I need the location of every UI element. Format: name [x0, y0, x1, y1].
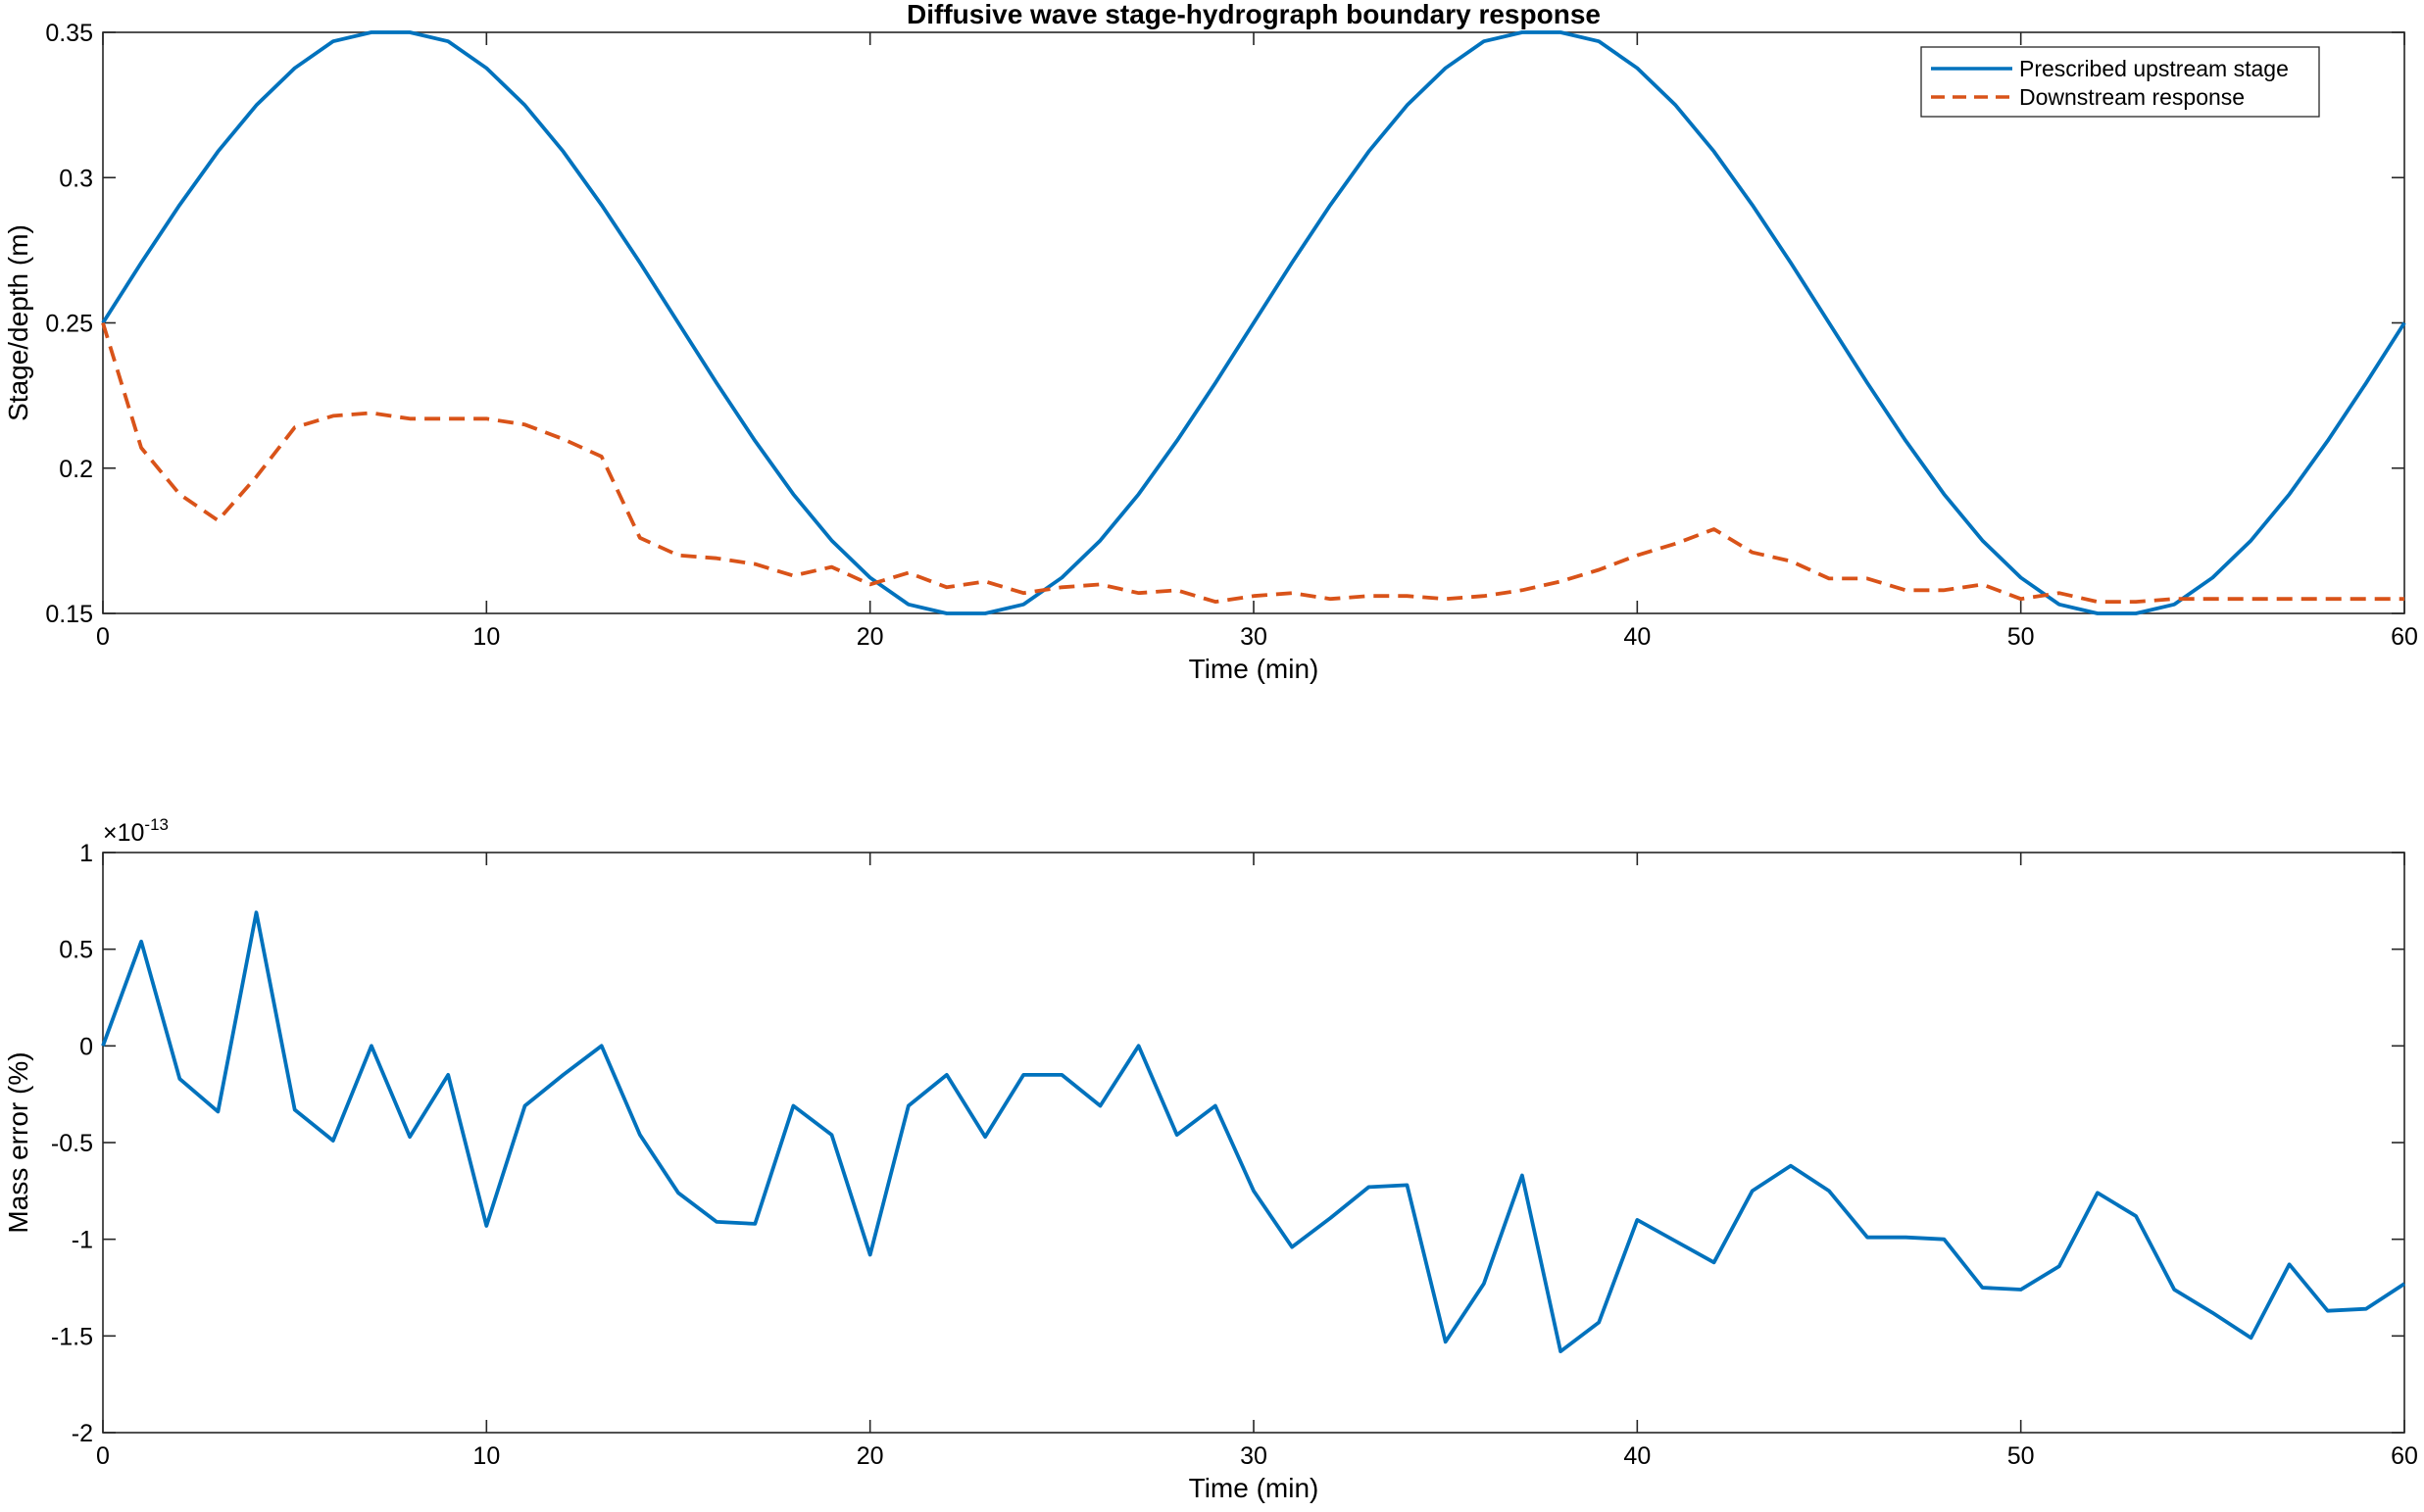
- y-tick-label: -2: [72, 1420, 93, 1447]
- x-tick-label: 40: [1623, 1442, 1651, 1470]
- x-tick-label: 30: [1240, 623, 1267, 651]
- y-tick-label: 1: [79, 840, 93, 867]
- x-tick-label: 20: [857, 623, 884, 651]
- exponent-multiplier-label: ×10-13: [103, 815, 169, 847]
- mass-error-plot-area: [102, 852, 2405, 1434]
- mass-error-chart: 0 10 20 30 40 50 60 -2 -1.5 -1 -0.5 0 0.5 1 Time (min…: [3, 815, 2418, 1503]
- y-tick-label: 0.15: [45, 601, 93, 628]
- x-tick-label: 50: [2007, 1442, 2035, 1470]
- exponent-base: ×10: [103, 819, 144, 847]
- stage-ticks: 0 10 20 30 40 50 60 0.15 0.2 0.25 0.3 0.35: [45, 20, 2418, 651]
- x-tick-label: 40: [1623, 623, 1651, 651]
- y-tick-label: 0.25: [45, 311, 93, 338]
- y-tick-label: -0.5: [51, 1130, 93, 1157]
- stage-chart: 0 10 20 30 40 50 60 0.15 0.2 0.25 0.3 0.35 Diffusiv…: [3, 0, 2418, 684]
- series-line-0: [101, 30, 2406, 615]
- series-line-0: [101, 910, 2406, 1353]
- y-tick-label: 0: [79, 1033, 93, 1060]
- mass-error-series-lines: [101, 910, 2406, 1353]
- x-tick-label: 10: [472, 1442, 500, 1470]
- legend-label-downstream: Downstream response: [2019, 84, 2245, 110]
- x-tick-label: 50: [2007, 623, 2035, 651]
- series-line-1: [101, 321, 2404, 604]
- x-tick-label: 0: [96, 1442, 110, 1470]
- x-tick-label: 10: [472, 623, 500, 651]
- x-tick-label: 60: [2391, 1442, 2418, 1470]
- mass-error-x-axis-label: Time (min): [1189, 1473, 1319, 1503]
- mass-error-ticks: 0 10 20 30 40 50 60 -2 -1.5 -1 -0.5 0 0.5 1: [51, 840, 2418, 1470]
- y-tick-label: 0.2: [59, 456, 93, 483]
- stage-series-lines: [101, 30, 2406, 615]
- x-tick-label: 0: [96, 623, 110, 651]
- x-tick-label: 30: [1240, 1442, 1267, 1470]
- y-tick-label: 0.5: [59, 937, 93, 964]
- x-tick-label: 60: [2391, 623, 2418, 651]
- y-tick-label: 0.35: [45, 20, 93, 47]
- y-tick-label: -1.5: [51, 1323, 93, 1350]
- stage-chart-title: Diffusive wave stage-hydrograph boundary…: [907, 0, 1601, 29]
- stage-x-axis-label: Time (min): [1189, 654, 1319, 684]
- stage-y-axis-label: Stage/depth (m): [3, 224, 33, 421]
- exponent-power: -13: [144, 815, 169, 834]
- mass-error-y-axis-label: Mass error (%): [3, 1051, 33, 1233]
- legend-box: [1920, 46, 2320, 118]
- x-tick-label: 20: [857, 1442, 884, 1470]
- y-tick-label: 0.3: [59, 165, 93, 192]
- legend-label-upstream: Prescribed upstream stage: [2019, 56, 2289, 81]
- stage-legend: Prescribed upstream stage Downstream res…: [1920, 46, 2320, 118]
- y-tick-label: -1: [72, 1227, 93, 1254]
